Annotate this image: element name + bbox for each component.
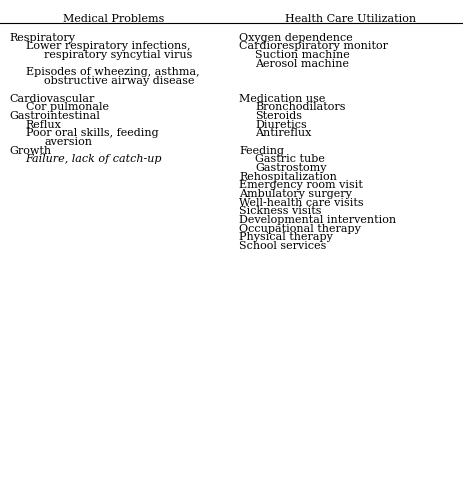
Text: Episodes of wheezing, asthma,: Episodes of wheezing, asthma, <box>25 67 199 78</box>
Text: Occupational therapy: Occupational therapy <box>238 224 360 234</box>
Text: Feeding: Feeding <box>238 145 283 156</box>
Text: Emergency room visit: Emergency room visit <box>238 181 362 190</box>
Text: respiratory syncytial virus: respiratory syncytial virus <box>44 50 192 60</box>
Text: Sickness visits: Sickness visits <box>238 206 321 216</box>
Text: Cor pulmonale: Cor pulmonale <box>25 102 108 112</box>
Text: Gastric tube: Gastric tube <box>255 154 325 164</box>
Text: Growth: Growth <box>9 145 51 156</box>
Text: Bronchodilators: Bronchodilators <box>255 102 345 112</box>
Text: Rehospitalization: Rehospitalization <box>238 172 336 182</box>
Text: Cardiorespiratory monitor: Cardiorespiratory monitor <box>238 41 387 51</box>
Text: Cardiovascular: Cardiovascular <box>9 94 94 103</box>
Text: Well-health care visits: Well-health care visits <box>238 198 363 208</box>
Text: Reflux: Reflux <box>25 120 61 129</box>
Text: Medication use: Medication use <box>238 94 325 103</box>
Text: Medical Problems: Medical Problems <box>63 14 164 23</box>
Text: Respiratory: Respiratory <box>9 33 75 42</box>
Text: Poor oral skills, feeding: Poor oral skills, feeding <box>25 128 158 138</box>
Text: Gastrointestinal: Gastrointestinal <box>9 111 100 121</box>
Text: Ambulatory surgery: Ambulatory surgery <box>238 189 351 199</box>
Text: obstructive airway disease: obstructive airway disease <box>44 76 194 86</box>
Text: Physical therapy: Physical therapy <box>238 232 332 243</box>
Text: Diuretics: Diuretics <box>255 120 307 129</box>
Text: Failure, lack of catch-up: Failure, lack of catch-up <box>25 154 162 164</box>
Text: Lower respiratory infections,: Lower respiratory infections, <box>25 41 190 51</box>
Text: Steroids: Steroids <box>255 111 301 121</box>
Text: Suction machine: Suction machine <box>255 50 349 60</box>
Text: School services: School services <box>238 241 325 251</box>
Text: Health Care Utilization: Health Care Utilization <box>284 14 415 23</box>
Text: aversion: aversion <box>44 137 92 147</box>
Text: Aerosol machine: Aerosol machine <box>255 59 349 69</box>
Text: Oxygen dependence: Oxygen dependence <box>238 33 352 42</box>
Text: Developmental intervention: Developmental intervention <box>238 215 395 225</box>
Text: Gastrostomy: Gastrostomy <box>255 163 326 173</box>
Text: Antireflux: Antireflux <box>255 128 311 138</box>
